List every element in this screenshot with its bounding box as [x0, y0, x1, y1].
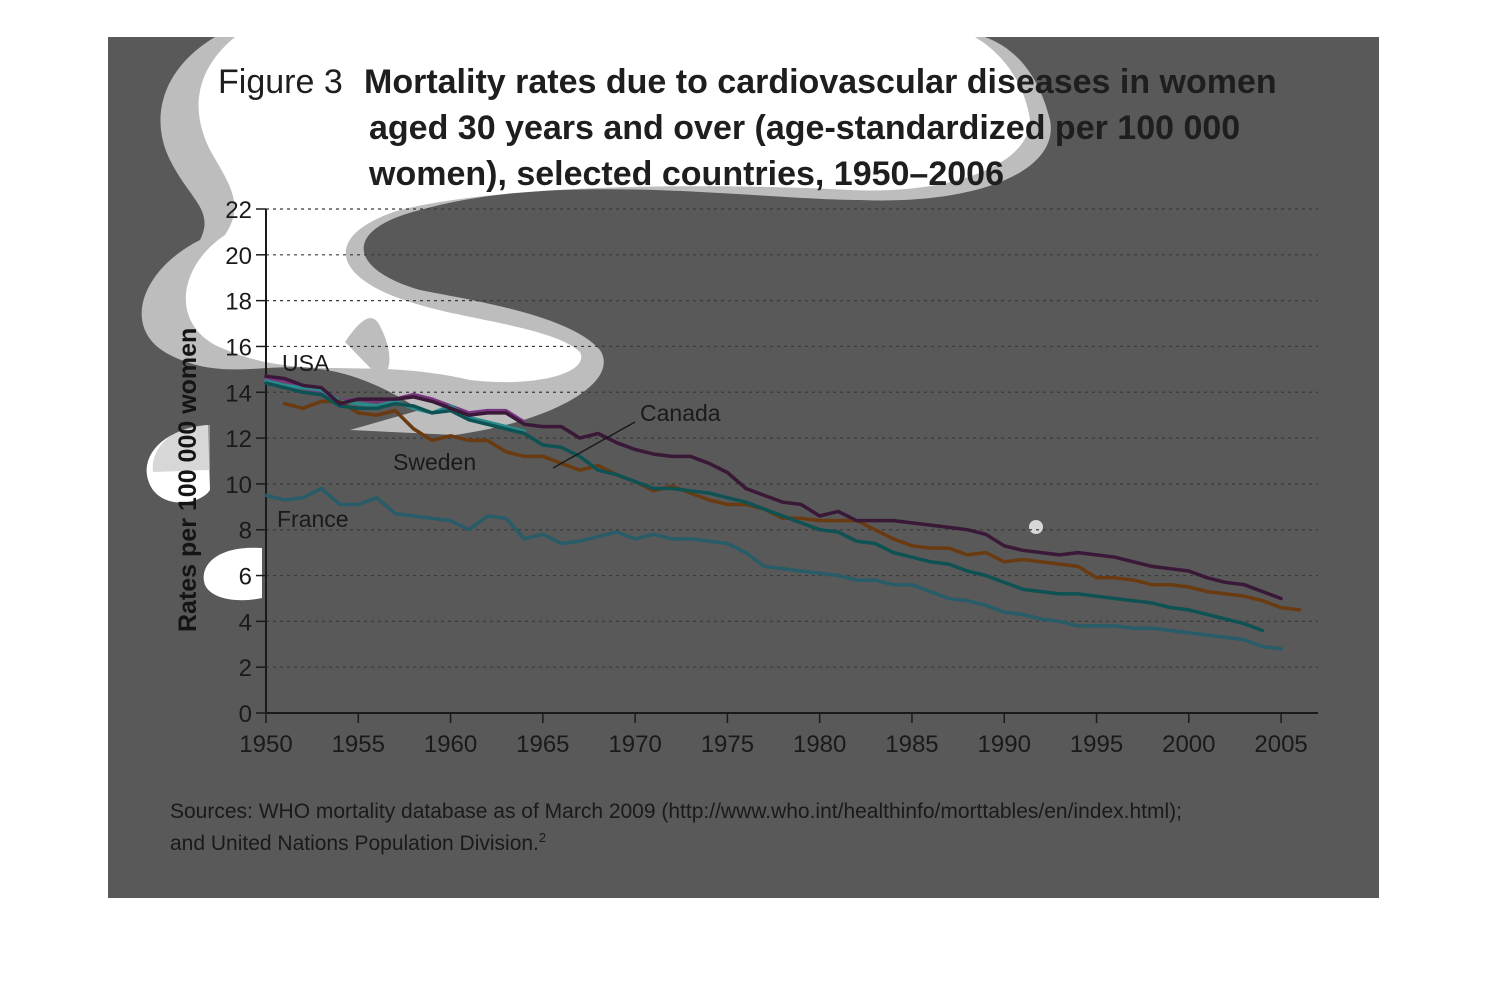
swirl-inner: [185, 37, 1031, 383]
x-tick-label-2000: 2000: [1162, 731, 1215, 758]
series-lines: [264, 374, 1302, 651]
swirl-bump: [345, 318, 390, 378]
y-tick-label-0: 0: [239, 701, 252, 728]
label-france: France: [277, 506, 349, 532]
sources-line-2: and United Nations Population Division.2: [170, 830, 546, 855]
sources-superscript: 2: [539, 830, 546, 845]
axes: [256, 208, 1318, 723]
swirl-left-oval-rim: [152, 425, 210, 472]
x-tick-label-1950: 1950: [239, 731, 292, 758]
title-line-2: aged 30 years and over (age-standardized…: [369, 109, 1240, 147]
sources-line-1: Sources: WHO mortality database as of Ma…: [170, 800, 1182, 823]
label-canada: Canada: [640, 400, 721, 426]
series-annotations: USA Canada Sweden France: [277, 350, 721, 532]
y-tick-label-2: 2: [239, 655, 252, 682]
y-tick-labels: 0 2 4 6 8 10 12 14 16 18 20 22: [225, 197, 252, 728]
x-tick-label-1985: 1985: [885, 731, 938, 758]
y-tick-label-18: 18: [225, 289, 252, 316]
y-tick-label-16: 16: [225, 334, 252, 361]
x-tick-label-1975: 1975: [701, 731, 754, 758]
decorative-swirls: [141, 37, 1051, 601]
title-line-1: Mortality rates due to cardiovascular di…: [364, 63, 1277, 101]
series-line-france: [264, 486, 1283, 651]
dot-mark: [1029, 520, 1043, 534]
figure-title: Figure 3 Mortality rates due to cardiova…: [218, 63, 1277, 193]
x-tick-label-1970: 1970: [608, 731, 661, 758]
figure-prefix: Figure 3: [218, 63, 343, 101]
y-tick-label-12: 12: [225, 426, 252, 453]
grid-lines: [266, 208, 1318, 668]
y-tick-label-20: 20: [225, 243, 252, 270]
title-line-3: women), selected countries, 1950–2006: [368, 155, 1004, 193]
y-tick-label-22: 22: [225, 197, 252, 224]
y-tick-label-14: 14: [225, 380, 252, 407]
series-line-canada: [264, 381, 1265, 633]
swirl-left-blob: [203, 547, 262, 601]
x-tick-label-1960: 1960: [424, 731, 477, 758]
series-line-usa: [264, 374, 1283, 601]
sources-line-2-text: and United Nations Population Division.: [170, 832, 539, 855]
y-tick-label-8: 8: [239, 518, 252, 545]
x-tick-labels: 1950 1955 1960 1965 1970 1975 1980 1985 1990 1995…: [239, 731, 1307, 758]
x-tick-label-2005: 2005: [1254, 731, 1307, 758]
y-tick-label-4: 4: [239, 609, 252, 636]
canada-leader-line: [552, 421, 636, 469]
x-tick-label-1965: 1965: [516, 731, 569, 758]
y-tick-label-6: 6: [239, 564, 252, 591]
x-tick-label-1990: 1990: [978, 731, 1031, 758]
label-sweden: Sweden: [393, 449, 476, 475]
series-line-canada-upper-trace: [264, 379, 527, 433]
y-axis-label: Rates per 100 000 women: [174, 328, 202, 632]
label-usa: USA: [282, 350, 330, 376]
x-tick-label-1995: 1995: [1070, 731, 1123, 758]
x-tick-label-1980: 1980: [793, 731, 846, 758]
x-tick-label-1955: 1955: [332, 731, 385, 758]
y-tick-label-10: 10: [225, 472, 252, 499]
